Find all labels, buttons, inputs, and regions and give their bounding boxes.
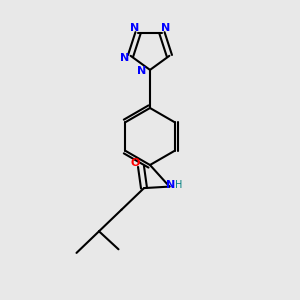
Text: N: N xyxy=(120,53,129,63)
Text: N: N xyxy=(166,180,175,190)
Text: N: N xyxy=(130,23,139,33)
Text: H: H xyxy=(175,180,182,190)
Text: N: N xyxy=(161,23,170,33)
Text: O: O xyxy=(130,158,140,169)
Text: N: N xyxy=(137,66,146,76)
